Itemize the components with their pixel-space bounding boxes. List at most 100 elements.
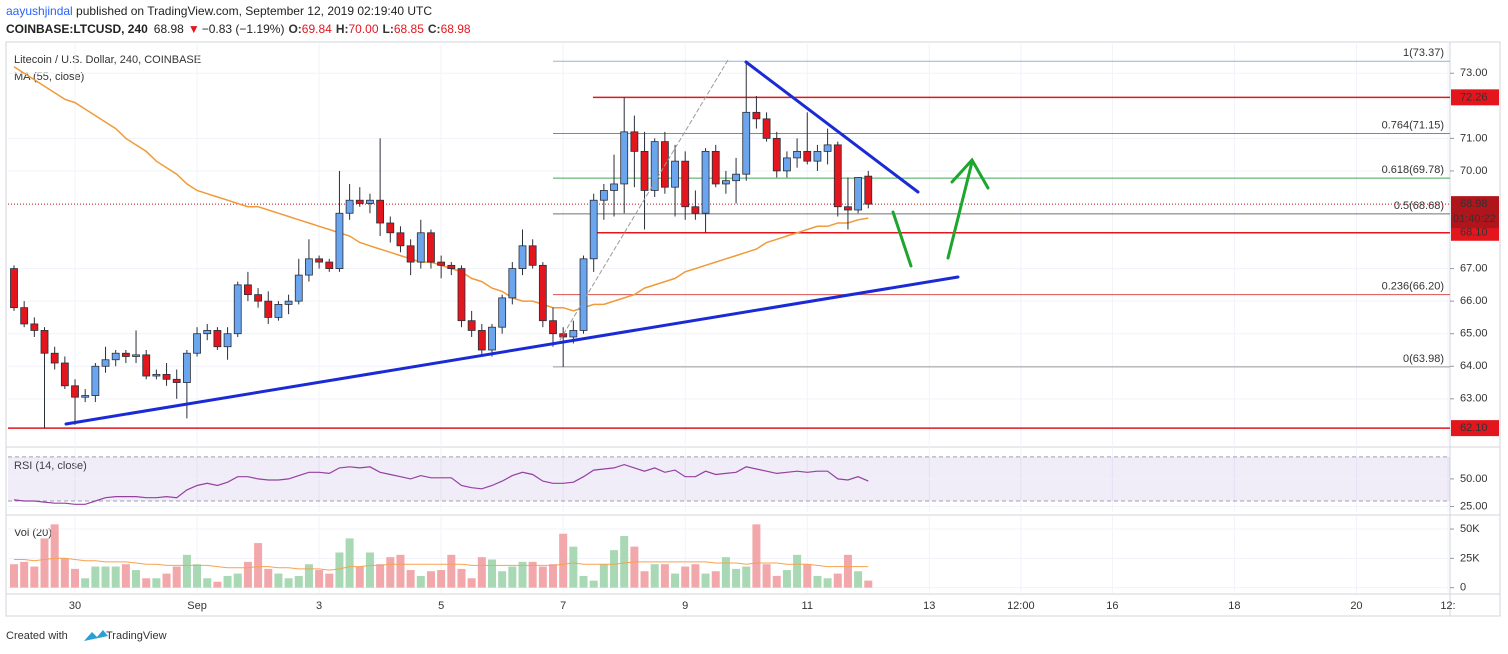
- candle-body: [793, 150, 801, 159]
- candle-body: [844, 206, 852, 211]
- candle-body: [559, 333, 568, 338]
- author: aayushjindal: [6, 4, 73, 18]
- volume-bar: [538, 566, 547, 588]
- publish-line: aayushjindal published on TradingView.co…: [6, 4, 432, 18]
- volume-bar: [355, 566, 364, 588]
- volume-bar: [20, 561, 29, 588]
- candle-body: [274, 304, 283, 318]
- volume-bar: [528, 561, 537, 588]
- candle-body: [325, 261, 334, 269]
- candle-body: [762, 118, 771, 139]
- candle-body: [203, 330, 212, 335]
- price: 68.98: [154, 22, 184, 36]
- volume-bar: [813, 575, 822, 588]
- volume-bar: [691, 564, 700, 588]
- candle-body: [254, 294, 262, 302]
- volume-bar: [701, 573, 710, 588]
- volume-bar: [630, 546, 639, 588]
- volume-bar: [660, 564, 669, 588]
- ohlc-value: 68.85: [394, 22, 424, 36]
- volume-bar: [803, 564, 812, 588]
- volume-bar: [284, 578, 293, 588]
- volume-bar: [457, 568, 466, 588]
- ohlc-key: L:: [383, 22, 394, 36]
- indicator-title: Vol (20): [14, 527, 52, 539]
- chart-border: [5, 41, 1501, 617]
- y-tick-label: 50.00: [1460, 473, 1488, 485]
- fib-label: 0.236(66.20): [1382, 281, 1444, 293]
- candle-body: [213, 330, 222, 348]
- frame: [5, 41, 1501, 617]
- price-tag: [1451, 224, 1499, 241]
- volume-bar: [294, 575, 303, 588]
- candle-body: [376, 199, 385, 224]
- candle-body: [691, 206, 700, 214]
- symbol: COINBASE:LTCUSD, 240: [6, 22, 148, 36]
- publish-text: published on TradingView.com, September …: [73, 4, 433, 18]
- volume-bar: [793, 554, 802, 588]
- ohlc-value: 70.00: [349, 22, 379, 36]
- candle-body: [182, 352, 191, 383]
- ohlc-value: 69.84: [302, 22, 332, 36]
- volume-bar: [559, 533, 568, 588]
- price-tag-label: 68.98: [1460, 198, 1488, 210]
- volume-bar: [152, 578, 161, 588]
- volume-bar: [60, 558, 69, 588]
- candle-body: [650, 141, 659, 191]
- candle-body: [345, 199, 354, 214]
- volume-bar: [854, 571, 863, 588]
- y-tick-label: 0: [1460, 582, 1466, 594]
- y-tick-label: 64.00: [1460, 360, 1488, 372]
- candle-body: [711, 150, 720, 185]
- volume-bar: [721, 557, 730, 588]
- candle-body: [518, 245, 527, 269]
- volume-bar: [762, 564, 771, 588]
- volume-bar: [477, 557, 486, 588]
- candle-body: [396, 232, 405, 247]
- volume-bar: [864, 580, 873, 588]
- x-tick-label: 30: [69, 600, 81, 612]
- trend-line: [744, 60, 920, 194]
- candle-body: [315, 258, 324, 263]
- candle-body: [416, 232, 425, 263]
- arrow-stroke: [891, 210, 913, 268]
- volume-bar: [365, 552, 374, 588]
- volume-bar: [386, 557, 395, 588]
- y-tick-label: 63.00: [1460, 393, 1488, 405]
- x-tick-label: 5: [438, 600, 444, 612]
- trend-line: [64, 275, 960, 426]
- y-tick-label: 67.00: [1460, 262, 1488, 274]
- candle-body: [630, 131, 639, 152]
- x-tick-label: 12:00: [1007, 600, 1035, 612]
- volume-bar: [833, 573, 842, 588]
- candle-body: [528, 245, 537, 266]
- candle-body: [467, 320, 476, 331]
- ohlc-key: C:: [428, 22, 441, 36]
- volume-bar: [264, 568, 273, 588]
- fib-label: 0.5(68.68): [1394, 200, 1444, 212]
- arrow-stroke: [946, 160, 974, 260]
- pane-title: Litecoin / U.S. Dollar, 240, COINBASE: [14, 54, 201, 66]
- y-tick-label: 25.00: [1460, 500, 1488, 512]
- y-tick-label: 50K: [1460, 523, 1480, 535]
- candle-body: [742, 111, 751, 175]
- volume-bar: [274, 573, 283, 588]
- arrow-head: [950, 157, 990, 190]
- volume-bar: [50, 524, 59, 588]
- candle-body: [40, 330, 49, 354]
- x-tick-label: Sep: [187, 600, 207, 612]
- x-tick-label: 18: [1228, 600, 1240, 612]
- x-tick-label: 7: [560, 600, 566, 612]
- arrow: ▼: [188, 22, 200, 36]
- volume-bar: [579, 575, 588, 588]
- candle-body: [294, 274, 303, 302]
- y-tick-label: 70.00: [1460, 165, 1488, 177]
- volume-bar: [376, 564, 385, 588]
- footer-brand: TradingView: [106, 630, 167, 642]
- volume-bar: [508, 566, 517, 588]
- candle-body: [427, 232, 435, 263]
- x-tick-label: 16: [1106, 600, 1118, 612]
- candle-body: [477, 330, 486, 351]
- volume-bar: [111, 566, 120, 588]
